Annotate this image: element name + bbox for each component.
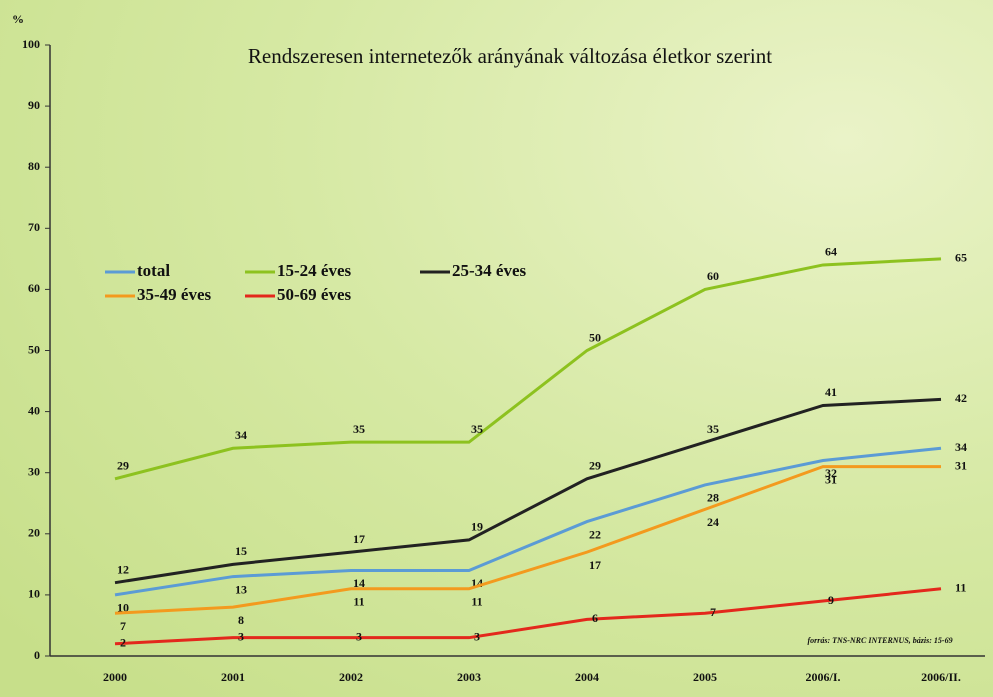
legend-label: 35-49 éves xyxy=(137,285,212,304)
data-label: 7 xyxy=(120,619,126,633)
y-tick-label: 60 xyxy=(28,281,40,295)
legend-label: total xyxy=(137,261,170,280)
x-tick-label: 2002 xyxy=(339,670,363,684)
data-label: 14 xyxy=(353,576,365,590)
data-label: 9 xyxy=(828,593,834,607)
data-label: 3 xyxy=(238,629,244,643)
data-label: 11 xyxy=(471,595,482,609)
data-label: 3 xyxy=(474,629,480,643)
data-label: 29 xyxy=(117,459,129,473)
data-label: 41 xyxy=(825,385,837,399)
y-tick-label: 10 xyxy=(28,587,40,601)
data-label: 35 xyxy=(707,422,719,436)
data-label: 42 xyxy=(955,391,967,405)
data-label: 10 xyxy=(117,601,129,615)
data-label: 35 xyxy=(353,422,365,436)
data-label: 24 xyxy=(707,515,719,529)
data-label: 17 xyxy=(353,532,365,546)
data-label: 12 xyxy=(117,562,129,576)
y-tick-label: 40 xyxy=(28,403,40,417)
data-label: 13 xyxy=(235,582,247,596)
data-label: 22 xyxy=(589,527,601,541)
data-label: 64 xyxy=(825,245,837,259)
data-label: 60 xyxy=(707,269,719,283)
data-label: 11 xyxy=(353,595,364,609)
data-label: 35 xyxy=(471,422,483,436)
x-tick-label: 2000 xyxy=(103,670,127,684)
legend-label: 15-24 éves xyxy=(277,261,352,280)
x-tick-label: 2001 xyxy=(221,670,245,684)
y-tick-label: 20 xyxy=(28,526,40,540)
data-label: 32 xyxy=(825,466,837,480)
legend-label: 25-34 éves xyxy=(452,261,527,280)
y-tick-label: 100 xyxy=(22,37,40,51)
data-label: 11 xyxy=(955,581,966,595)
data-label: 17 xyxy=(589,558,601,572)
legend-label: 50-69 éves xyxy=(277,285,352,304)
data-label: 7 xyxy=(710,605,716,619)
series-line xyxy=(114,465,941,615)
data-label: 31 xyxy=(825,472,837,486)
series-line xyxy=(114,446,942,597)
data-label: 65 xyxy=(955,251,967,265)
series-line xyxy=(114,397,942,585)
data-label: 31 xyxy=(955,458,967,472)
y-tick-label: 80 xyxy=(28,159,40,173)
y-tick-label: 30 xyxy=(28,464,40,478)
data-label: 34 xyxy=(235,428,247,442)
data-label: 50 xyxy=(589,330,601,344)
x-tick-label: 2006/II. xyxy=(921,670,961,684)
data-label: 3 xyxy=(356,629,362,643)
x-tick-label: 2003 xyxy=(457,670,481,684)
source-note: forrás: TNS-NRC INTERNUS, bázis: 15-69 xyxy=(807,636,952,645)
data-label: 29 xyxy=(589,459,601,473)
data-label: 6 xyxy=(592,611,598,625)
data-label: 2 xyxy=(120,636,126,650)
x-tick-label: 2006/I. xyxy=(805,670,840,684)
y-tick-label: 50 xyxy=(28,342,40,356)
series-line xyxy=(114,257,942,481)
y-tick-label: 90 xyxy=(28,98,40,112)
data-label: 8 xyxy=(238,613,244,627)
data-label: 34 xyxy=(955,440,967,454)
x-tick-label: 2005 xyxy=(693,670,717,684)
data-label: 28 xyxy=(707,491,719,505)
series-line xyxy=(114,587,942,646)
y-axis-label: % xyxy=(12,12,24,26)
y-tick-label: 70 xyxy=(28,220,40,234)
x-tick-label: 2004 xyxy=(575,670,599,684)
chart-title: Rendszeresen internetezők arányának vált… xyxy=(248,44,772,68)
data-label: 19 xyxy=(471,520,483,534)
y-tick-label: 0 xyxy=(34,648,40,662)
data-label: 15 xyxy=(235,544,247,558)
